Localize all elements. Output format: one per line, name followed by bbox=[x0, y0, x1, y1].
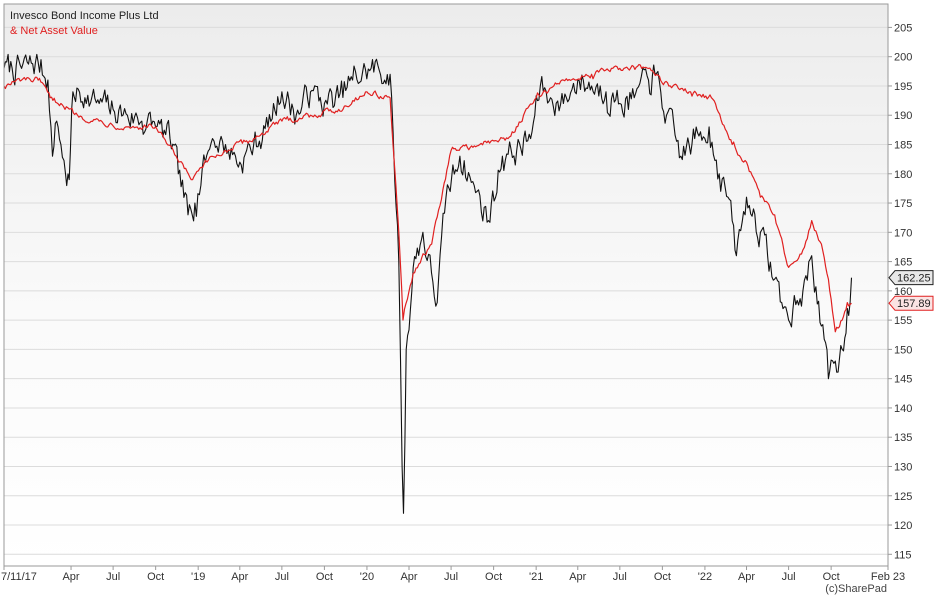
x-tick-label: Apr bbox=[400, 571, 417, 583]
price-badge bbox=[888, 270, 934, 286]
x-tick-label: Oct bbox=[316, 571, 333, 583]
y-tick-label: 115 bbox=[894, 549, 912, 561]
x-tick-label: Oct bbox=[147, 571, 164, 583]
y-tick-label: 165 bbox=[894, 257, 912, 269]
y-tick-label: 125 bbox=[894, 491, 912, 503]
x-tick-label: '21 bbox=[529, 571, 543, 583]
x-tick-label: '22 bbox=[698, 571, 712, 583]
x-tick-label: Oct bbox=[654, 571, 671, 583]
x-tick-label: Jul bbox=[613, 571, 627, 583]
y-tick-label: 130 bbox=[894, 461, 912, 473]
price-badge-label: 162.25 bbox=[897, 273, 931, 285]
y-tick-label: 155 bbox=[894, 315, 912, 327]
x-tick-label: Jul bbox=[106, 571, 120, 583]
y-tick-label: 160 bbox=[894, 286, 912, 298]
y-tick-label: 200 bbox=[894, 52, 912, 64]
x-tick-label: Jul bbox=[444, 571, 458, 583]
x-tick-label: Apr bbox=[231, 571, 248, 583]
x-tick-label: Feb 23 bbox=[871, 571, 905, 583]
plot-frame bbox=[3, 3, 889, 567]
y-tick-label: 190 bbox=[894, 110, 912, 122]
series-group bbox=[4, 53, 853, 514]
y-tick-label: 135 bbox=[894, 432, 912, 444]
y-tick-label: 175 bbox=[894, 198, 912, 210]
legend-entry-price: Invesco Bond Income Plus Ltd bbox=[10, 10, 159, 22]
x-tick-label: Apr bbox=[569, 571, 586, 583]
x-tick-label: Oct bbox=[485, 571, 502, 583]
x-axis: 7/11/17 Apr Jul Oct '19 Apr Jul Oct '20 Apr Jul Oct… bbox=[1, 566, 905, 583]
legend: Invesco Bond Income Plus Ltd & Net Asset … bbox=[10, 10, 159, 37]
plot-background bbox=[4, 4, 888, 566]
nav-badge bbox=[888, 295, 934, 311]
y-tick-label: 140 bbox=[894, 403, 912, 415]
y-tick-label: 205 bbox=[894, 22, 912, 34]
y-tick-label: 170 bbox=[894, 227, 912, 239]
x-tick-label: '19 bbox=[191, 571, 205, 583]
x-tick-label: '20 bbox=[360, 571, 374, 583]
credit-text: (c)SharePad bbox=[825, 583, 887, 595]
x-tick-label: Oct bbox=[823, 571, 840, 583]
y-tick-label: 150 bbox=[894, 344, 912, 356]
y-tick-label: 185 bbox=[894, 140, 912, 152]
x-tick-label: Apr bbox=[738, 571, 755, 583]
legend-entry-nav: & Net Asset Value bbox=[10, 25, 98, 37]
x-tick-label: Jul bbox=[275, 571, 289, 583]
nav-badge-label: 157.89 bbox=[897, 298, 931, 310]
y-tick-label: 145 bbox=[894, 374, 912, 386]
y-tick-label: 195 bbox=[894, 81, 912, 93]
series-line-nav bbox=[4, 63, 852, 333]
y-tick-label: 180 bbox=[894, 169, 912, 181]
x-tick-label: 7/11/17 bbox=[1, 571, 37, 583]
x-tick-label: Jul bbox=[782, 571, 796, 583]
y-axis: 205 200 195 190 185 180 175 170 165 160 155 150 145 1… bbox=[888, 22, 912, 561]
last-value-badges: 162.25 157.89 bbox=[888, 270, 934, 311]
grid-lines bbox=[4, 26, 888, 555]
x-tick-label: Apr bbox=[62, 571, 79, 583]
y-tick-label: 120 bbox=[894, 520, 912, 532]
series-line-price bbox=[4, 53, 853, 514]
